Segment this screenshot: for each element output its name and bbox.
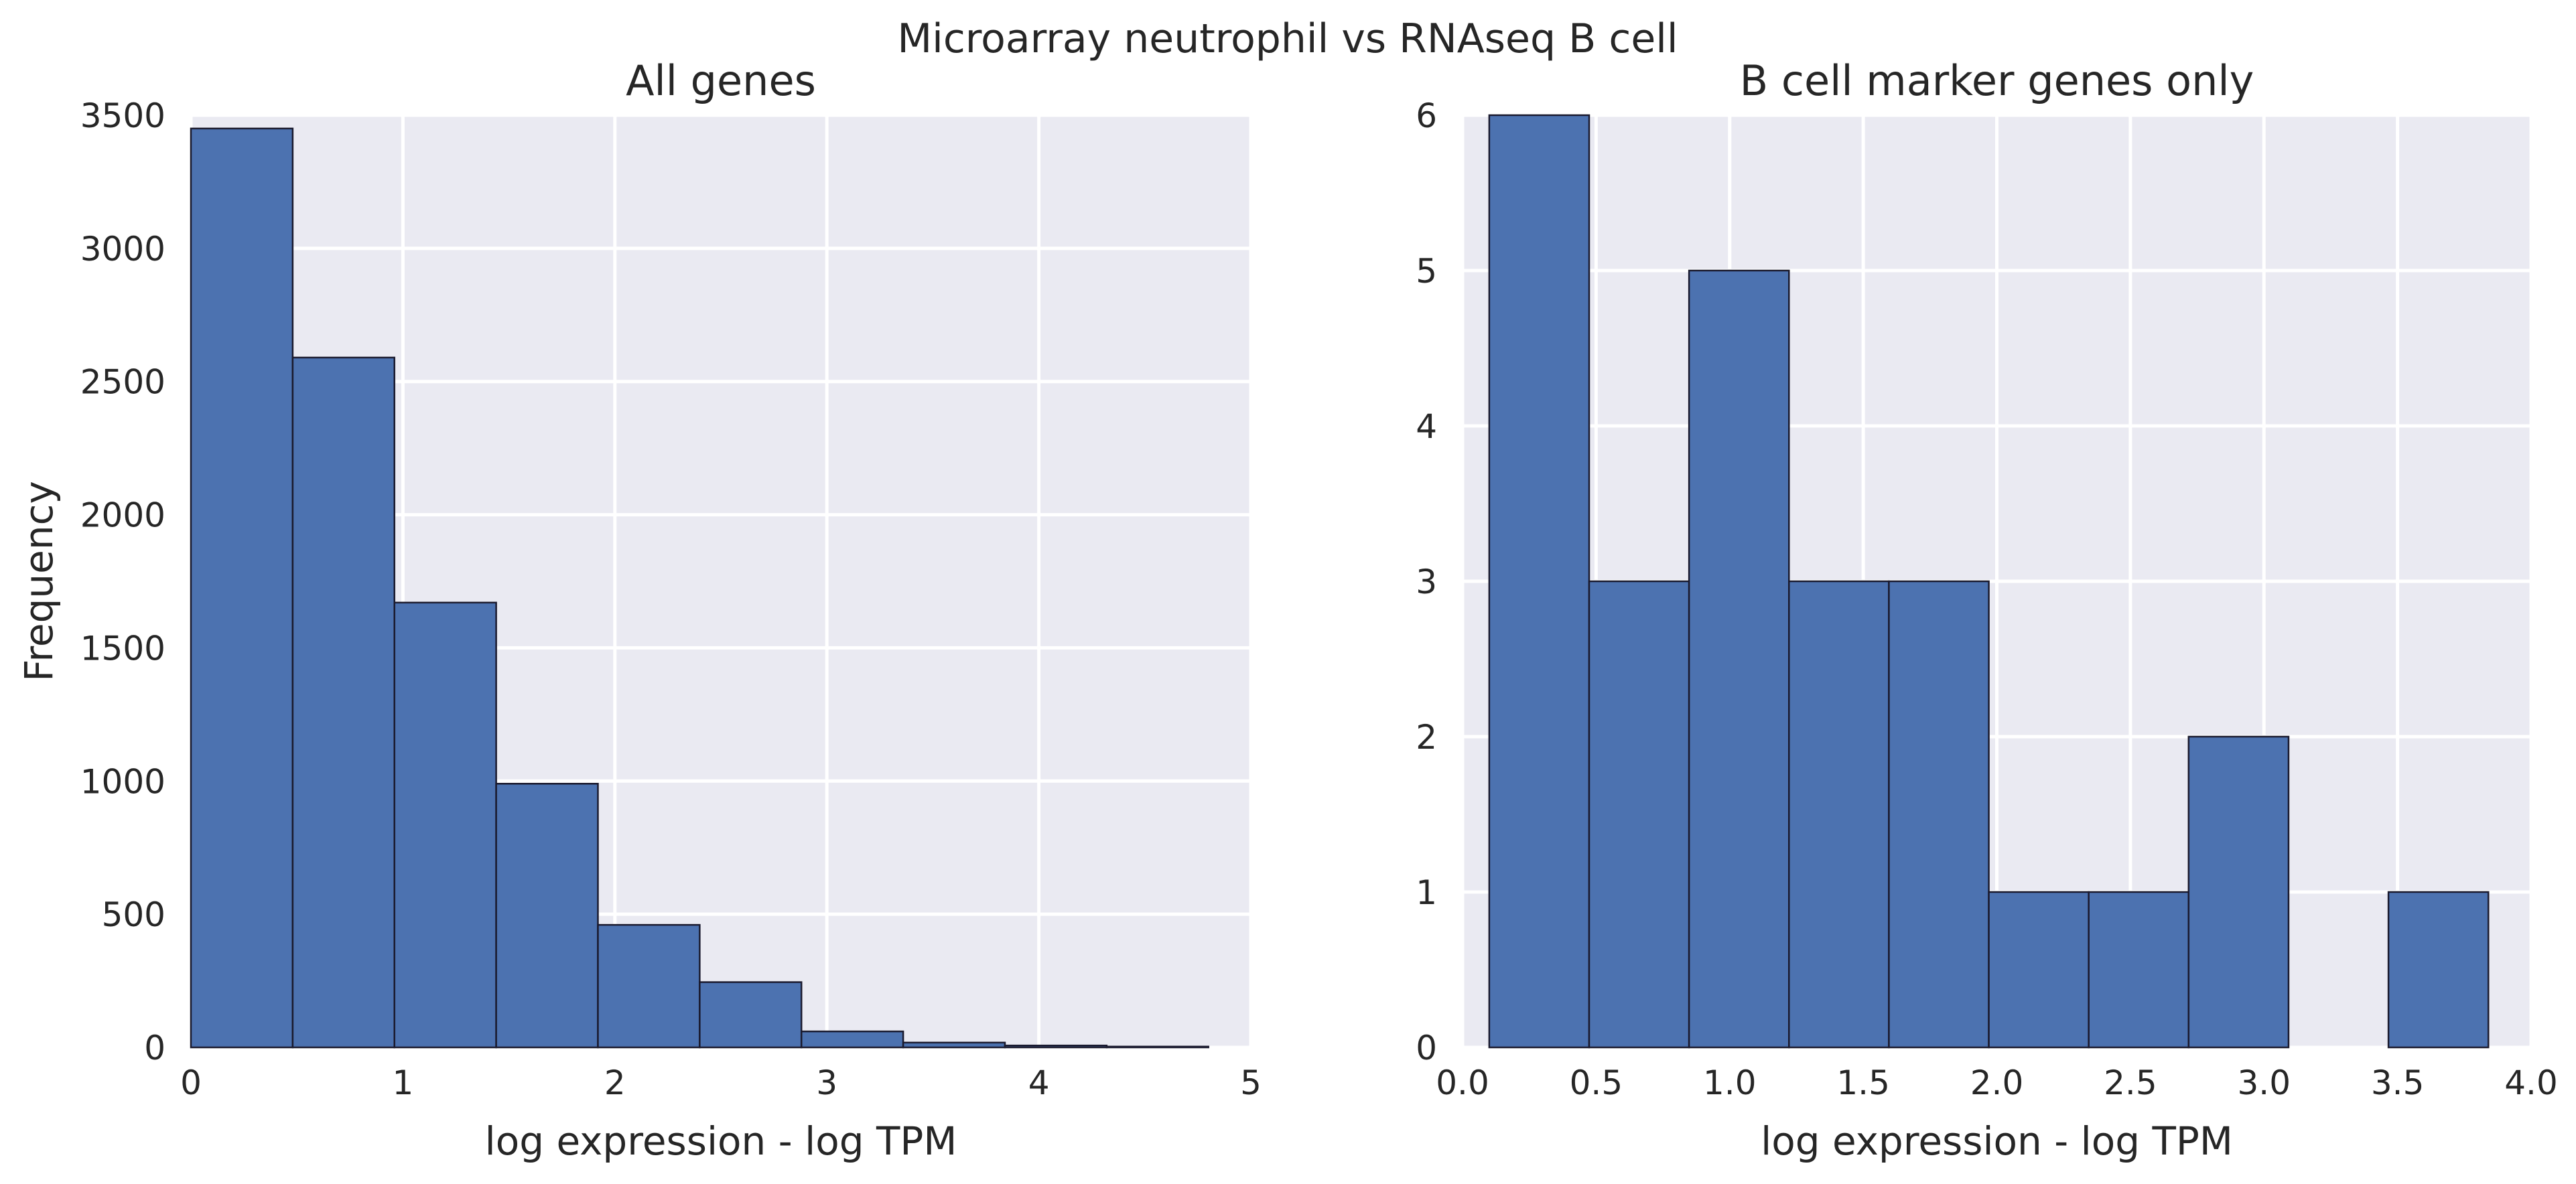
histogram-bar-9 xyxy=(2387,891,2490,1049)
y-tick-label-3: 3 xyxy=(1416,563,1437,601)
x-tick-label-1: 0.5 xyxy=(1570,1063,1623,1102)
y-tick-label-4: 4 xyxy=(1416,407,1437,446)
histogram-bar-5 xyxy=(1988,891,2090,1049)
x-axis-label: log expression - log TPM xyxy=(485,1118,957,1164)
plot-title: B cell marker genes only xyxy=(1740,56,2254,105)
x-tick-label-3: 3 xyxy=(816,1063,837,1102)
histogram-all-genes: 0 1 2 3 4 5 0 500 1000 1500 2000 2500 3000 3500 All g… xyxy=(16,56,1262,1164)
histogram-bar-5 xyxy=(699,981,803,1049)
histogram-bar-1 xyxy=(1588,580,1690,1049)
plot-title: All genes xyxy=(626,56,816,105)
x-tick-label-4: 4 xyxy=(1028,1063,1050,1102)
histogram-bar-6 xyxy=(2088,891,2190,1049)
y-tick-label-6: 3000 xyxy=(80,230,165,269)
histogram-bars xyxy=(190,127,1209,1049)
x-tick-label-5: 2.5 xyxy=(2104,1063,2157,1102)
histogram-bar-0 xyxy=(190,127,294,1049)
x-tick-label-0: 0.0 xyxy=(1436,1063,1489,1102)
y-axis-label: Frequency xyxy=(16,481,62,682)
x-tick-label-3: 1.5 xyxy=(1836,1063,1890,1102)
histogram-bar-2 xyxy=(393,601,497,1049)
y-tick-label-1: 500 xyxy=(102,895,165,934)
histogram-bar-7 xyxy=(902,1041,1006,1049)
tick-labels: 0 1 2 3 4 5 0 500 1000 1500 2000 2500 3000 3500 xyxy=(80,96,1262,1102)
x-tick-label-5: 5 xyxy=(1240,1063,1262,1102)
x-tick-label-0: 0 xyxy=(180,1063,202,1102)
y-tick-label-1: 1 xyxy=(1416,873,1437,912)
histogram-bar-3 xyxy=(1788,580,1890,1049)
y-tick-label-0: 0 xyxy=(1416,1029,1437,1067)
histogram-bar-4 xyxy=(1888,580,1990,1049)
y-tick-label-3: 1500 xyxy=(80,629,165,668)
histogram-bars xyxy=(1488,114,2490,1049)
x-tick-label-2: 1.0 xyxy=(1703,1063,1757,1102)
y-tick-label-6: 6 xyxy=(1416,96,1437,135)
y-tick-label-7: 3500 xyxy=(80,96,165,135)
y-tick-label-5: 2500 xyxy=(80,363,165,402)
x-tick-label-2: 2 xyxy=(604,1063,626,1102)
histogram-bar-7 xyxy=(2187,735,2290,1049)
histogram-bar-0 xyxy=(1488,114,1590,1049)
histogram-bar-2 xyxy=(1688,269,1790,1049)
y-tick-label-4: 2000 xyxy=(80,496,165,535)
y-tick-label-5: 5 xyxy=(1416,252,1437,291)
y-tick-label-0: 0 xyxy=(144,1029,165,1067)
histogram-bar-1 xyxy=(291,356,395,1049)
histogram-b-cell-markers: 0.0 0.5 1.0 1.5 2.0 2.5 3.0 3.5 4.0 0 1 2 3 4 5 6 B cel… xyxy=(1416,56,2558,1164)
x-tick-label-7: 3.5 xyxy=(2371,1063,2425,1102)
x-tick-label-8: 4.0 xyxy=(2504,1063,2558,1102)
histogram-bar-6 xyxy=(800,1030,904,1049)
histogram-bar-8 xyxy=(1004,1044,1108,1049)
histogram-bar-3 xyxy=(495,783,599,1049)
histogram-bar-4 xyxy=(597,923,701,1049)
figure-suptitle: Microarray neutrophil vs RNAseq B cell xyxy=(897,15,1678,62)
x-tick-label-4: 2.0 xyxy=(1970,1063,2024,1102)
y-tick-label-2: 1000 xyxy=(80,762,165,801)
x-tick-label-6: 3.0 xyxy=(2237,1063,2291,1102)
x-tick-label-1: 1 xyxy=(392,1063,413,1102)
x-axis-label: log expression - log TPM xyxy=(1761,1118,2233,1164)
y-tick-label-2: 2 xyxy=(1416,718,1437,757)
tick-labels: 0.0 0.5 1.0 1.5 2.0 2.5 3.0 3.5 4.0 0 1 2 3 4 5 6 xyxy=(1416,96,2558,1102)
